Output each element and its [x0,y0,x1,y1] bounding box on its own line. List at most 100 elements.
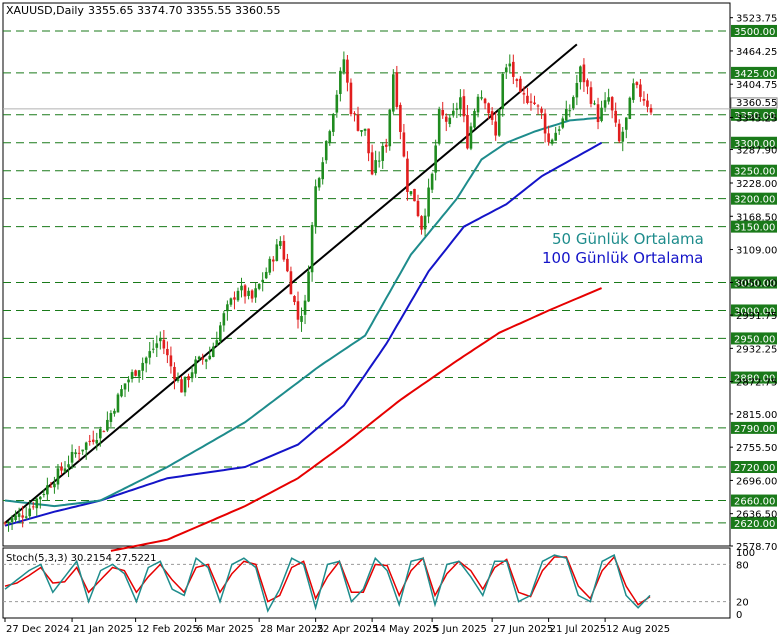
candle-body [543,113,547,134]
candle-body [151,348,155,350]
candle-body [31,506,35,508]
level-label-box [731,304,777,317]
x-tick-label: 12 Aug 2025 [606,624,670,635]
candle-body [423,215,427,230]
candle-body [607,97,610,102]
candle-body [233,297,236,300]
x-tick-label: 6 Mar 2025 [197,624,254,635]
candle-body [441,109,445,116]
x-tick-label: 22 Apr 2025 [317,624,379,635]
stoch-signal-line [4,555,651,606]
candle-body [162,339,166,349]
candle-body [300,315,303,322]
candle-body [190,372,194,379]
candle-body [540,108,543,113]
candle-body [137,370,141,377]
candle-body [314,186,317,227]
candle-body [99,429,102,439]
candle-body [74,452,77,455]
y-tick-label: 3109.00 [736,246,777,257]
level-label: 2950.00 [734,334,775,345]
candle-body [413,188,416,202]
y-tick-label: 3050.00 [736,279,777,290]
x-tick-label: 27 Jun 2025 [493,624,553,635]
candle-body [127,379,130,383]
level-label-box [731,24,777,37]
candle-body [621,131,625,142]
candle-body [600,107,603,121]
level-label: 2880.00 [734,374,775,385]
candle-body [452,110,455,116]
candle-body [14,515,17,520]
x-tick-label: 14 May 2025 [373,624,438,635]
candle-body [187,376,190,381]
candle-body [77,452,81,454]
candle-body [141,362,144,371]
candle-body [554,132,557,141]
candle-body [236,290,240,301]
candle-body [169,355,173,367]
level-label-box [731,516,777,529]
candle-body [159,337,162,342]
candle-body [603,100,607,108]
candle-body [264,271,268,279]
candle-body [130,372,134,379]
candle-body [628,97,632,119]
candle-body [116,394,120,413]
candle-body [342,59,346,72]
grid-layer: 3500.00 3425.00 3350.00 3300.00 3250.00 3200.… [3,24,778,530]
candle-body [367,128,370,154]
candle-body [303,300,307,315]
level-label-box [731,421,777,434]
level-label: 3300.00 [734,139,775,150]
candle-body [310,225,314,273]
candle-body [519,78,522,93]
symbol-label: XAUUSD,Daily [6,4,84,17]
candle-body [526,95,529,103]
stoch-label: Stoch(5,3,3) 30.2154 27.5221 [6,553,157,564]
candle-body [363,128,367,131]
candle-body [395,72,399,107]
level-label: 3150.00 [734,223,775,234]
candle-body [271,259,275,262]
candle-body [208,355,212,360]
level-label-box [731,108,777,121]
candle-body [317,178,321,188]
level-label-box [731,371,777,384]
x-tick-label: 12 Feb 2025 [137,624,199,635]
candle-body [469,126,473,149]
candle-body [356,114,360,131]
y-tick-label: 3404.75 [736,80,777,91]
axes: 3523.75 3464.25 3404.75 3345.25 3287.90 3228.… [4,14,777,635]
candle-body [388,109,392,147]
candle-body [381,145,385,161]
candle-body [155,343,159,348]
candle-body [17,513,21,517]
candle-body [448,117,452,125]
candle-body [247,290,250,296]
candle-body [384,144,388,147]
candle-body [296,301,300,320]
candle-body [176,379,180,381]
candle-body [430,173,434,190]
candle-body [215,340,219,346]
candle-body [427,187,430,217]
candle-body [307,271,310,302]
y-tick-label: 3523.75 [736,14,777,25]
candle-body [70,451,74,463]
candle-body [183,376,187,393]
candle-body [374,160,377,174]
level-label: 3050.00 [734,279,775,290]
candle-body [194,359,197,374]
candle-body [370,152,374,175]
candle-body [589,87,593,104]
candle-body [416,200,420,217]
candle-body [42,493,46,496]
level-label: 3425.00 [734,69,775,80]
candle-body [494,121,497,136]
candle-body [568,110,572,112]
candle-body [522,93,526,95]
y-tick-label: 3168.50 [736,212,777,223]
